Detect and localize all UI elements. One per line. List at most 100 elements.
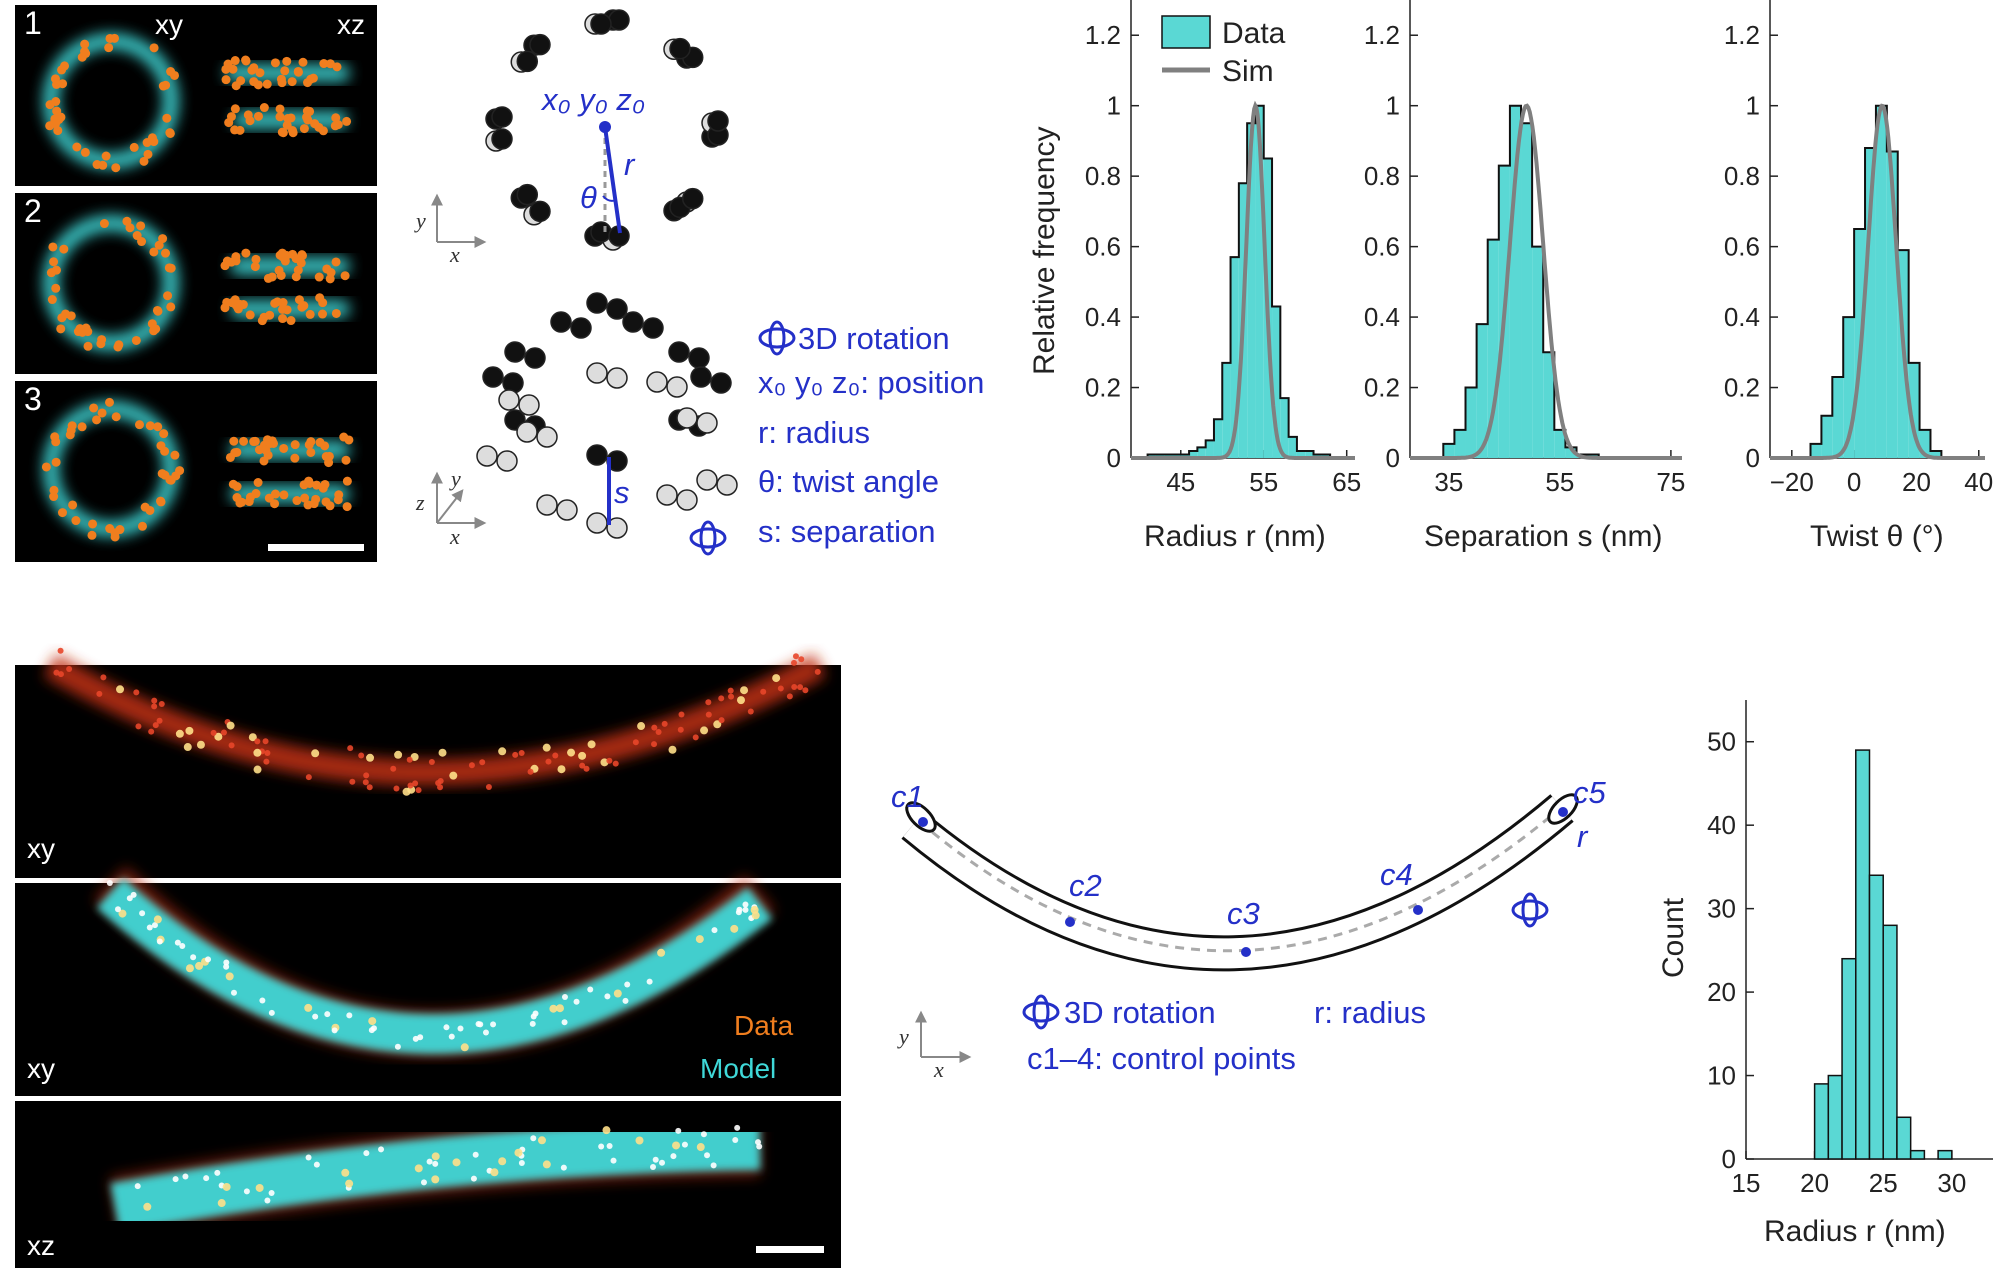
localization-dot (705, 699, 712, 706)
localization-dot (118, 909, 127, 918)
localization-dot (472, 1151, 479, 1158)
localization-dot (560, 1164, 567, 1171)
subunit (608, 9, 630, 31)
localization-dot (88, 519, 98, 529)
localization-dot (241, 248, 251, 258)
subunit (504, 341, 526, 363)
localization-dot (728, 693, 735, 700)
histogram-bar (1487, 239, 1499, 458)
localization-dot (254, 445, 264, 455)
sim-curve (1770, 103, 1985, 460)
localization-dot (331, 257, 341, 267)
localization-dot (135, 420, 145, 430)
xz-view-label: xz (337, 9, 365, 40)
localization-dot (346, 1012, 353, 1019)
localization-dot (363, 1150, 370, 1157)
localization-dot (624, 981, 631, 988)
localization-dot (797, 684, 804, 691)
localization-dot (203, 1175, 210, 1182)
localization-dot (279, 443, 289, 453)
localization-dot (279, 490, 289, 500)
localization-dot (223, 963, 230, 970)
x-tick-label: 20 (1902, 467, 1931, 497)
localization-dot (661, 720, 668, 727)
localization-dot (159, 429, 169, 439)
histogram-bar (1509, 105, 1522, 458)
localization-dot (362, 779, 369, 786)
localization-dot (727, 687, 734, 694)
view-label: xz (27, 1230, 55, 1261)
y-tick-label: 40 (1707, 810, 1736, 840)
localization-dot (305, 106, 315, 116)
localization-dot (157, 469, 167, 479)
subunit (556, 499, 578, 521)
localization-dot (420, 1179, 427, 1186)
localization-dot (225, 972, 234, 981)
localization-dot (407, 782, 414, 789)
localization-dot (412, 780, 419, 787)
localization-dot (47, 295, 57, 305)
histogram-bar (1280, 398, 1289, 458)
y-tick-label: 1.2 (1724, 20, 1760, 50)
localization-dot (190, 954, 197, 961)
localization-dot (185, 726, 194, 735)
histogram-bar (1197, 447, 1206, 458)
subunit (516, 183, 539, 206)
subunit (529, 33, 551, 56)
localization-dot (393, 785, 400, 792)
localization-dot (448, 1033, 455, 1040)
histogram-bar (1443, 443, 1455, 458)
localization-dot (250, 262, 260, 272)
histogram-bar (1230, 257, 1239, 458)
localization-dot (713, 720, 722, 729)
hist-legend: Data Sim (1161, 15, 1286, 88)
localization-dot (264, 493, 274, 503)
y-tick-label: 0.8 (1085, 161, 1121, 191)
localization-dot (259, 103, 269, 113)
localization-dot (115, 525, 125, 535)
rotation-icon (758, 320, 796, 356)
subunit (681, 187, 704, 210)
localization-dot (51, 97, 61, 107)
y-tick-label: 1 (1107, 91, 1121, 121)
localization-dot (598, 1143, 605, 1150)
localization-dot (179, 942, 186, 949)
localization-dot (305, 309, 315, 319)
localization-dot (288, 128, 298, 138)
localization-dot (96, 690, 103, 697)
legend-radius: r: radius (1314, 995, 1426, 1030)
y-tick-label: 1 (1386, 91, 1400, 121)
localization-dot (711, 927, 718, 934)
axis-y-label: y (414, 208, 426, 233)
subunit (586, 362, 608, 384)
localization-dot (262, 79, 272, 89)
histogram-bar (1813, 1083, 1830, 1160)
control-label-c3: c3 (1227, 896, 1260, 931)
histogram-bar (1222, 362, 1231, 458)
localization-dot (542, 743, 551, 752)
legend-separation: s: separation (758, 514, 936, 549)
x-tick-label: −20 (1770, 467, 1814, 497)
localization-dot (294, 295, 304, 305)
axis-x-label: x (449, 242, 460, 267)
localization-dot (153, 915, 162, 924)
subunit (646, 371, 668, 393)
histogram-bar (1875, 105, 1887, 458)
histogram-bar (1827, 1074, 1843, 1160)
localization-dot (786, 693, 793, 700)
localization-dot (304, 476, 314, 486)
localization-dot (390, 765, 397, 772)
localization-dot (342, 116, 352, 126)
localization-dot (300, 493, 310, 503)
x-tick-label: 55 (1249, 467, 1278, 497)
localization-dot (378, 1146, 385, 1153)
subunit (676, 407, 698, 429)
localization-dot (77, 327, 87, 337)
localization-dot (632, 739, 639, 746)
localization-dot (668, 745, 677, 754)
localization-dot (514, 1148, 523, 1157)
localization-dot (718, 695, 725, 702)
localization-dot (263, 273, 273, 283)
localization-dot (606, 757, 613, 764)
localization-dot (277, 248, 287, 258)
